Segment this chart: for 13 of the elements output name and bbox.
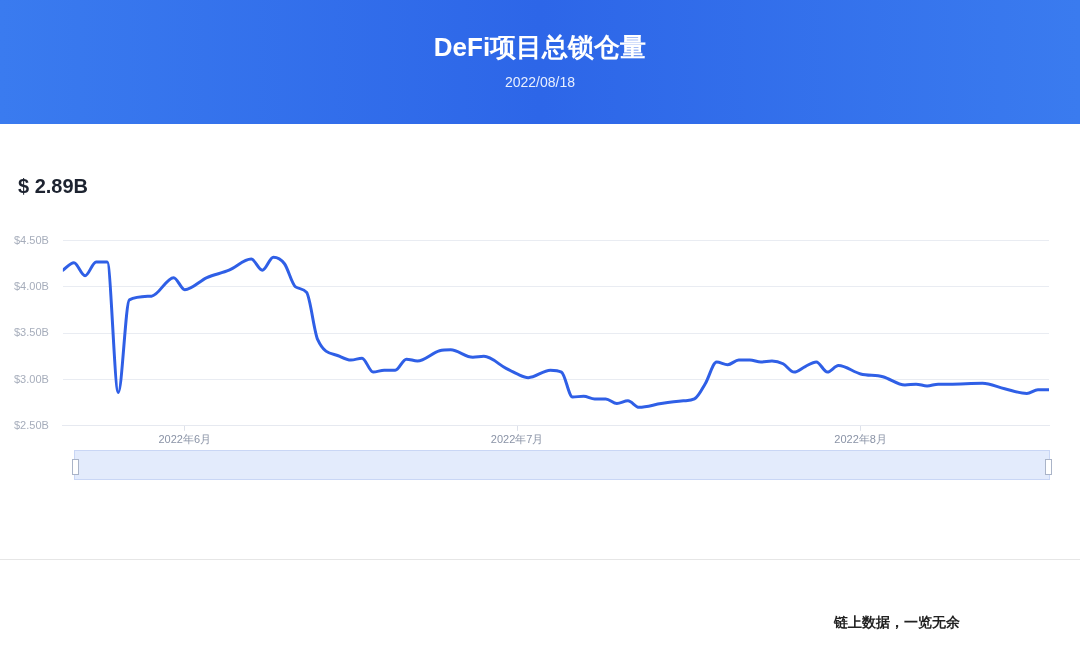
chart-subtitle: 2022/08/18: [503, 74, 577, 90]
chart-title: DeFi项目总锁仓量: [432, 31, 648, 64]
y-tick-label: $3.50B: [13, 326, 49, 339]
line-series: [62, 255, 1049, 409]
text: $ 2.89B: [18, 175, 89, 198]
y-tick-label: $4.00B: [13, 279, 49, 292]
x-tick-label: 2022年6月: [158, 433, 212, 446]
text: 链上数据，一览无余: [834, 614, 960, 632]
x-tick-label: 2022年8月: [834, 433, 887, 446]
y-tick-label: $2.50B: [13, 418, 49, 431]
y-tick-label: $4.50B: [13, 233, 49, 246]
x-tick-label: 2022年7月: [490, 433, 544, 446]
y-tick-label: $3.00B: [13, 372, 49, 385]
